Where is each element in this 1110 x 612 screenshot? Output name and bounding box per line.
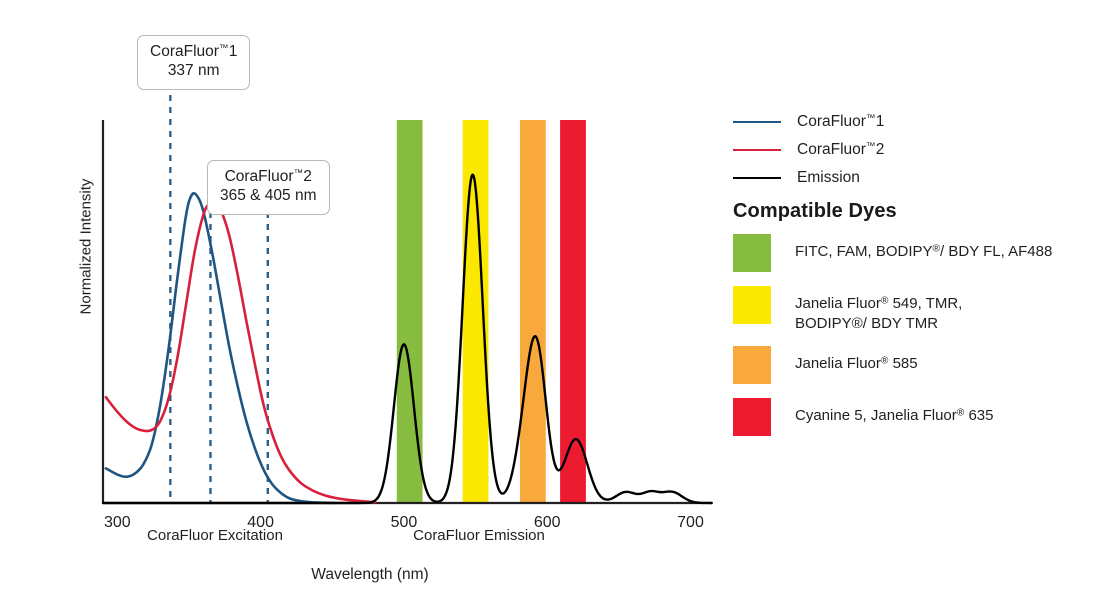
x-tick-label-700: 700 — [677, 514, 704, 531]
trademark-icon: ™ — [865, 141, 876, 153]
registered-trademark-icon: ® — [880, 355, 889, 367]
legend-item-label: Emission — [797, 169, 860, 186]
callout-2-line1: CoraFluor™2 — [224, 168, 312, 185]
registered-trademark-icon: ® — [880, 295, 889, 307]
callout-corafluor-2: CoraFluor™2 365 & 405 nm — [207, 160, 330, 215]
registered-trademark-icon: ® — [956, 407, 965, 419]
callout-1-line2: 337 nm — [167, 61, 220, 79]
trademark-icon: ™ — [293, 168, 304, 180]
dye-item-label: Janelia Fluor® 549, TMR, BODIPY®/ BDY TM… — [795, 295, 963, 332]
x-tick-label-300: 300 — [104, 514, 131, 531]
x-tick-label-600: 600 — [534, 514, 561, 531]
dye-item-3[interactable]: Janelia Fluor® 585 — [733, 345, 1108, 386]
compatible-dyes-title: Compatible Dyes — [733, 200, 897, 222]
subrange-label-emission: CoraFluor Emission — [413, 527, 545, 544]
x-tick-label-400: 400 — [247, 514, 274, 531]
curve-corafluor-2 — [104, 200, 377, 504]
series-legend: CoraFluor™1 CoraFluor™2 Emission — [733, 108, 1103, 192]
legend-item-2[interactable]: CoraFluor™2 — [733, 136, 1103, 164]
curve-corafluor-1 — [104, 192, 337, 505]
dye-color-swatch — [733, 397, 771, 436]
orange-band — [519, 120, 546, 503]
dye-item-label: Cyanine 5, Janelia Fluor® 635 — [795, 406, 994, 424]
legend-item-label: CoraFluor™1 — [797, 113, 885, 130]
compatible-dyes-list: FITC, FAM, BODIPY®/ BDY FL, AF488 Janelia… — [733, 234, 1108, 450]
dye-item-4[interactable]: Cyanine 5, Janelia Fluor® 635 — [733, 397, 1108, 438]
legend-item-3[interactable]: Emission — [733, 164, 1103, 192]
red-band — [560, 120, 586, 503]
legend-swatch-line — [733, 121, 781, 123]
dye-item-label: FITC, FAM, BODIPY®/ BDY FL, AF488 — [795, 243, 1053, 260]
plot-area: 300 400 500 600 700 CoraFluor™1 337 nm CoraF… — [77, 35, 713, 583]
yellow-band — [462, 120, 489, 503]
dye-color-swatch — [733, 345, 771, 384]
callout-2-line2: 365 & 405 nm — [220, 186, 317, 204]
trademark-icon: ™ — [865, 113, 876, 125]
dye-item-label: Janelia Fluor® 585 — [795, 354, 918, 372]
callout-1-line1: CoraFluor™1 — [150, 43, 238, 60]
side-panel: CoraFluor™1 CoraFluor™2 Emission Compatibl… — [728, 0, 1110, 612]
spectra-plot-svg: 300 400 500 600 700 — [101, 95, 713, 531]
dye-item-1[interactable]: FITC, FAM, BODIPY®/ BDY FL, AF488 — [733, 234, 1108, 274]
x-axis-tick-labels: 300 400 500 600 700 — [104, 514, 704, 531]
dye-color-swatch — [733, 234, 771, 272]
legend-item-1[interactable]: CoraFluor™1 — [733, 108, 1103, 136]
y-axis-title: Normalized Intensity — [77, 178, 95, 315]
subrange-label-excitation: CoraFluor Excitation — [147, 527, 283, 544]
dye-item-2[interactable]: Janelia Fluor® 549, TMR, BODIPY®/ BDY TM… — [733, 286, 1108, 334]
callout-corafluor-1: CoraFluor™1 337 nm — [137, 35, 251, 90]
dye-color-swatch — [733, 286, 771, 324]
legend-swatch-line — [733, 177, 781, 179]
legend-swatch-line — [733, 149, 781, 151]
curve-emission — [101, 173, 713, 505]
legend-item-label: CoraFluor™2 — [797, 141, 885, 158]
spectra-curves-group — [101, 173, 713, 505]
registered-trademark-icon: ® — [932, 243, 941, 255]
x-tick-label-500: 500 — [391, 514, 418, 531]
trademark-icon: ™ — [218, 43, 229, 55]
x-axis-title: Wavelength (nm) — [311, 566, 429, 583]
